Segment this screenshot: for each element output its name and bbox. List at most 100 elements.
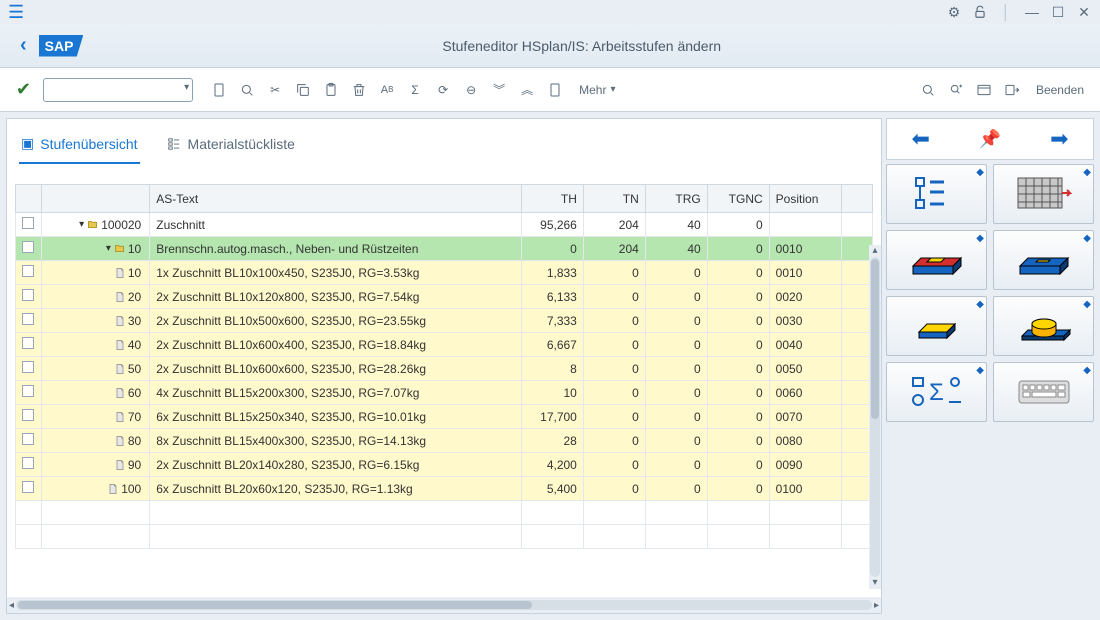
tab-overview-label: Stufenübersicht [40,136,137,152]
row-checkbox[interactable] [22,265,34,277]
row-checkbox[interactable] [22,433,34,445]
settings-icon[interactable]: ⚙ [946,4,962,20]
row-text: 2x Zuschnitt BL10x600x400, S235J0, RG=18… [150,333,522,357]
paste-icon[interactable] [319,78,343,102]
exit-icon[interactable] [1000,78,1024,102]
row-checkbox[interactable] [22,337,34,349]
col-tree[interactable] [41,185,149,213]
col-select[interactable] [16,185,42,213]
window-icon[interactable] [972,78,996,102]
table-row[interactable]: 101x Zuschnitt BL10x100x450, S235J0, RG=… [16,261,873,285]
table-row[interactable]: 402x Zuschnitt BL10x600x400, S235J0, RG=… [16,333,873,357]
row-checkbox[interactable] [22,217,34,229]
remove-icon[interactable]: ⊖ [459,78,483,102]
collapse-up-icon[interactable]: ︽ [515,78,539,102]
sum-icon[interactable]: Σ [403,78,427,102]
row-key: 30 [128,314,141,328]
nav-next-icon[interactable]: ➡ [1050,126,1068,152]
side-btn-keyboard[interactable]: ◆ [993,362,1094,422]
table-row[interactable]: 604x Zuschnitt BL15x200x300, S235J0, RG=… [16,381,873,405]
find-next-icon[interactable] [944,78,968,102]
corner-marker-icon: ◆ [1083,365,1091,376]
refresh-icon[interactable]: ⟳ [431,78,455,102]
delete-icon[interactable] [347,78,371,102]
row-checkbox[interactable] [22,313,34,325]
page-icon[interactable] [207,78,231,102]
scroll-right-icon[interactable]: ▸ [874,600,879,611]
row-position: 0040 [769,333,841,357]
col-th[interactable]: TH [521,185,583,213]
row-tgnc: 0 [707,453,769,477]
table-row[interactable]: ▾ 100020Zuschnitt95,266204400 [16,213,873,237]
find-icon[interactable] [916,78,940,102]
table-row[interactable]: 902x Zuschnitt BL20x140x280, S235J0, RG=… [16,453,873,477]
row-th: 6,667 [521,333,583,357]
table-row[interactable]: 1006x Zuschnitt BL20x60x120, S235J0, RG=… [16,477,873,501]
table-row[interactable]: 502x Zuschnitt BL10x600x600, S235J0, RG=… [16,357,873,381]
lock-open-icon[interactable] [972,4,988,20]
document-icon [114,267,126,279]
cut-icon[interactable]: ✂ [263,78,287,102]
minimize-icon[interactable]: — [1024,4,1040,20]
menu-icon[interactable]: ☰ [8,2,24,23]
row-tgnc: 0 [707,237,769,261]
operations-table: AS-Text TH TN TRG TGNC Position ▾ 100020… [15,184,873,549]
side-btn-formula[interactable]: ◆ Σ [886,362,987,422]
side-btn-tree[interactable]: ◆ [886,164,987,224]
row-checkbox[interactable] [22,457,34,469]
vertical-scrollbar[interactable]: ▴ ▾ [869,245,881,589]
accept-icon[interactable]: ✔ [16,79,31,100]
side-btn-block-yellow[interactable]: ◆ [993,230,1094,290]
row-key: 90 [128,458,141,472]
row-tn: 0 [583,285,645,309]
col-tgnc[interactable]: TGNC [707,185,769,213]
side-btn-cylinder[interactable]: ◆ [993,296,1094,356]
col-astext[interactable]: AS-Text [150,185,522,213]
close-button[interactable]: Beenden [1036,83,1084,97]
row-checkbox[interactable] [22,385,34,397]
expand-down-icon[interactable]: ︾ [487,78,511,102]
row-checkbox[interactable] [22,241,34,253]
text-icon[interactable]: AB [375,78,399,102]
tab-overview[interactable]: ▣ Stufenübersicht [19,129,140,164]
side-nav: ⬅ 📌 ➡ [886,118,1094,160]
col-tn[interactable]: TN [583,185,645,213]
nav-prev-icon[interactable]: ⬅ [911,126,929,152]
scroll-left-icon[interactable]: ◂ [9,600,14,611]
search-icon[interactable] [235,78,259,102]
close-icon[interactable]: ✕ [1076,4,1092,20]
table-row[interactable]: ▾ 10Brennschn.autog.masch., Neben- und R… [16,237,873,261]
copy-icon[interactable] [291,78,315,102]
pin-icon[interactable]: 📌 [979,129,1001,150]
scroll-up-icon[interactable]: ▴ [872,245,877,257]
scroll-down-icon[interactable]: ▾ [872,577,877,589]
row-position: 0080 [769,429,841,453]
more-menu[interactable]: Mehr▾ [571,79,623,101]
side-btn-block-red[interactable]: ◆ [886,230,987,290]
horizontal-scrollbar[interactable]: ◂ ▸ [7,597,881,613]
document-icon [114,459,126,471]
table-row[interactable]: 302x Zuschnitt BL10x500x600, S235J0, RG=… [16,309,873,333]
table-row[interactable]: 202x Zuschnitt BL10x120x800, S235J0, RG=… [16,285,873,309]
row-checkbox[interactable] [22,361,34,373]
row-checkbox[interactable] [22,481,34,493]
side-btn-grid[interactable]: ◆ [993,164,1094,224]
col-trg[interactable]: TRG [645,185,707,213]
tab-bom[interactable]: Materialstückliste [164,129,297,164]
col-pad [841,185,872,213]
collapse-icon[interactable]: ▾ [106,243,111,254]
maximize-icon[interactable]: ☐ [1050,4,1066,20]
row-checkbox[interactable] [22,409,34,421]
table-row-empty [16,525,873,549]
back-button[interactable]: ‹ [20,34,27,57]
document-icon[interactable] [543,78,567,102]
row-th: 4,200 [521,453,583,477]
row-checkbox[interactable] [22,289,34,301]
command-input[interactable] [43,78,193,102]
side-btn-block-solid[interactable]: ◆ [886,296,987,356]
row-tn: 204 [583,237,645,261]
collapse-icon[interactable]: ▾ [79,219,84,230]
col-position[interactable]: Position [769,185,841,213]
table-row[interactable]: 808x Zuschnitt BL15x400x300, S235J0, RG=… [16,429,873,453]
table-row[interactable]: 706x Zuschnitt BL15x250x340, S235J0, RG=… [16,405,873,429]
